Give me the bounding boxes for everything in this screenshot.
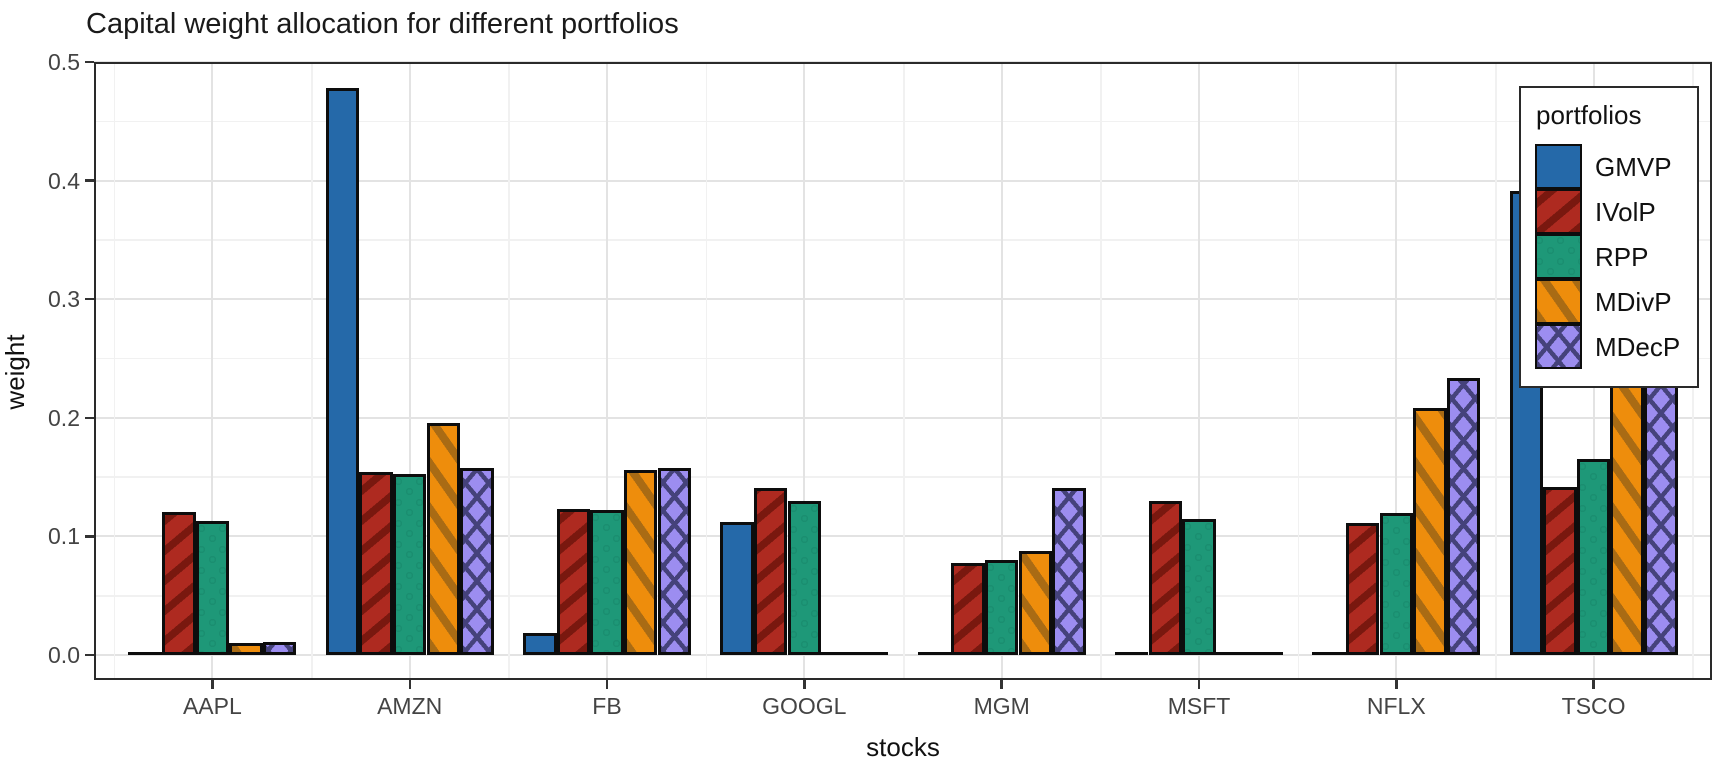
y-tick-label: 0.0 [48, 642, 80, 668]
bar-RPP-FB [590, 510, 624, 655]
bar-IVolP-MSFT [1148, 500, 1183, 655]
x-tick-mark [408, 680, 411, 689]
x-tick-mark [1395, 680, 1398, 689]
gridline-minor-v [508, 62, 510, 680]
legend-label-GMVP: GMVP [1595, 152, 1672, 182]
x-tick-label: GOOGL [762, 693, 847, 719]
bar-MDecP-AMZN [460, 467, 494, 655]
bar-GMVP-GOOGL [720, 522, 754, 655]
legend-label-MDivP: MDivP [1595, 287, 1672, 317]
gridline-minor-v [1297, 62, 1300, 680]
bar-IVolP-MGM [951, 562, 985, 655]
x-tick-label: AAPL [182, 693, 242, 719]
x-tick-mark [211, 680, 214, 689]
bar-MDivP-FB [623, 470, 658, 655]
bar-MDecP-MSFT [1249, 652, 1283, 655]
bar-RPP-GOOGL [787, 500, 822, 655]
bar-IVolP-GOOGL [753, 487, 788, 655]
bar-RPP-MGM [984, 560, 1019, 655]
x-tick-mark [605, 680, 609, 689]
y-tick-mark [85, 60, 94, 64]
legend-swatch-MDecP [1535, 324, 1582, 369]
legend-label-IVolP: IVolP [1595, 197, 1656, 227]
legend-title: portfolios [1536, 100, 1642, 130]
x-tick-mark [1000, 680, 1003, 689]
y-tick-label: 0.4 [48, 167, 80, 194]
legend-label-RPP: RPP [1595, 242, 1649, 272]
legend-swatch-MDivP [1535, 279, 1582, 324]
y-tick-label: 0.1 [48, 523, 80, 550]
bar-GMVP-AAPL [128, 652, 162, 655]
y-tick-mark [85, 535, 94, 538]
x-tick-label: TSCO [1561, 693, 1626, 719]
x-tick-label: FB [592, 693, 622, 719]
x-tick-label: AMZN [377, 693, 443, 719]
bar-GMVP-MSFT [1114, 652, 1149, 655]
y-tick-mark [85, 416, 94, 419]
chart-title: Capital weight allocation for different … [86, 8, 679, 40]
bar-RPP-NFLX [1379, 512, 1414, 655]
bar-IVolP-NFLX [1345, 523, 1380, 655]
legend-swatch-GMVP [1535, 144, 1582, 189]
bar-IVolP-AMZN [359, 472, 393, 655]
bar-IVolP-FB [556, 509, 591, 655]
y-tick-mark [85, 653, 94, 657]
bar-RPP-TSCO [1576, 459, 1611, 655]
legend-swatch-IVolP [1535, 189, 1582, 234]
x-tick-label: MSFT [1167, 693, 1231, 719]
y-tick-mark [85, 297, 94, 301]
bar-MDecP-NFLX [1446, 377, 1481, 655]
x-tick-mark [1197, 680, 1201, 689]
gridline-minor-v [705, 62, 708, 680]
bar-GMVP-NFLX [1312, 652, 1346, 655]
legend: portfolios GMVP IVolP RPP MDivP MDecP [1519, 86, 1699, 388]
y-tick-label: 0.3 [48, 286, 80, 313]
bar-RPP-AMZN [392, 473, 427, 655]
bar-RPP-AAPL [195, 521, 230, 655]
x-axis-title: stocks [866, 732, 940, 762]
bar-IVolP-AAPL [162, 511, 196, 655]
bar-MDecP-AAPL [262, 642, 297, 655]
gridline-minor-v [903, 62, 905, 680]
bar-GMVP-FB [523, 632, 557, 655]
bar-MDecP-GOOGL [854, 652, 889, 655]
bar-IVolP-TSCO [1543, 486, 1577, 655]
y-tick-mark [85, 179, 94, 182]
x-tick-mark [803, 680, 806, 689]
gridline-major-h [94, 61, 1712, 63]
bar-MDivP-GOOGL [821, 652, 855, 655]
y-tick-label: 0.2 [48, 404, 80, 431]
bar-MDivP-MSFT [1215, 652, 1250, 655]
gridline-minor-v [1495, 62, 1497, 680]
bar-MDecP-FB [657, 467, 692, 655]
x-tick-label: MGM [973, 693, 1030, 719]
gridline-minor-v [1100, 62, 1102, 680]
gridline-minor-v [311, 62, 313, 680]
legend-label-MDecP: MDecP [1595, 332, 1681, 362]
x-tick-label: NFLX [1366, 693, 1426, 719]
bar-RPP-MSFT [1182, 518, 1216, 655]
bar-MDecP-MGM [1052, 487, 1086, 655]
y-tick-label: 0.5 [48, 49, 80, 75]
x-tick-mark [1592, 680, 1595, 689]
bar-MDivP-NFLX [1413, 408, 1447, 655]
legend-swatch-RPP [1535, 234, 1582, 279]
bar-MDivP-AMZN [426, 422, 461, 655]
bar-GMVP-MGM [917, 652, 952, 655]
bar-MDivP-MGM [1018, 550, 1053, 655]
gridline-minor-v [113, 62, 116, 680]
bar-GMVP-AMZN [325, 88, 360, 655]
bar-MDivP-AAPL [229, 643, 263, 655]
